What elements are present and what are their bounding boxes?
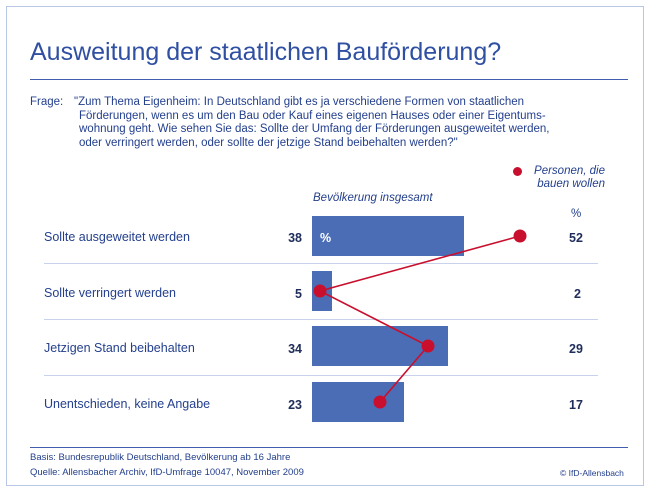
row-separator (44, 375, 598, 376)
bar-unit-label: % (320, 231, 332, 245)
series1-value-label: 34 (288, 342, 302, 356)
bar-series1 (312, 216, 464, 256)
series2-point (513, 229, 527, 243)
row-separator (44, 263, 598, 264)
question-text: "Zum Thema Eigenheim: In Deutschland gib… (74, 96, 634, 150)
footer-basis: Basis: Bundesrepublik Deutschland, Bevöl… (30, 452, 291, 463)
series2-header: Personen, die bauen wollen (527, 165, 605, 191)
bar-series1 (312, 382, 404, 422)
series2-point (313, 284, 327, 298)
series2-line (317, 235, 521, 403)
chart-title: Ausweitung der staatlichen Bauförderung? (30, 38, 502, 66)
series1-value-label: 23 (288, 398, 302, 412)
question-label: Frage: (30, 96, 64, 108)
category-label: Jetzigen Stand beibehalten (44, 341, 195, 355)
question-line: Förderungen, wenn es um den Bau oder Kau… (79, 109, 546, 122)
footer-copyright: © IfD-Allensbach (560, 468, 624, 478)
series1-value-label: 38 (288, 231, 302, 245)
series2-unit: % (571, 208, 582, 220)
row-separator (44, 319, 598, 320)
series1-value-label: 5 (295, 287, 302, 301)
series1-header: Bevölkerung insgesamt (313, 192, 433, 204)
footer-source: Quelle: Allensbacher Archiv, IfD-Umfrage… (30, 467, 304, 478)
series2-legend-dot (513, 167, 522, 176)
question-line: oder verringert werden, oder sollte der … (79, 136, 458, 149)
series2-point (373, 395, 387, 409)
question-line: wohnung geht. Wie sehen Sie das: Sollte … (79, 123, 550, 135)
series2-header-text: Personen, die bauen wollen (534, 165, 605, 190)
question-line: "Zum Thema Eigenheim: In Deutschland gib… (74, 96, 525, 108)
footer-rule (30, 447, 628, 448)
series2-value-label: 2 (574, 287, 581, 301)
title-underline (30, 79, 628, 80)
category-label: Sollte verringert werden (44, 286, 177, 300)
series2-value-label: 17 (569, 398, 583, 412)
series2-value-label: 52 (569, 231, 583, 245)
series2-value-label: 29 (569, 342, 583, 356)
category-label: Sollte ausgeweitet werden (44, 230, 190, 244)
category-label: Unentschieden, keine Angabe (44, 397, 211, 411)
series2-point (421, 339, 435, 353)
